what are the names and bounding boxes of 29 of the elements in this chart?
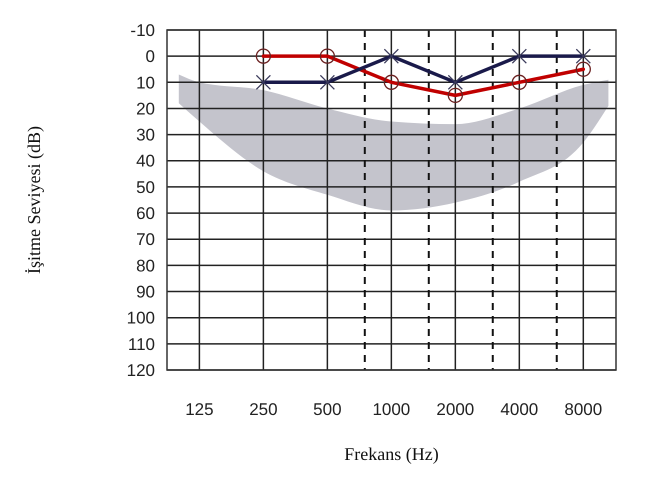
point (512, 48, 527, 64)
y-tick-label: 80 (136, 256, 155, 276)
x-tick-label: 250 (249, 400, 278, 419)
y-tick-label: 120 (126, 360, 155, 380)
y-tick-label: 70 (136, 230, 155, 250)
x-tick-label: 8000 (564, 400, 602, 419)
y-tick-label: 40 (136, 152, 155, 171)
y-tick-label: 0 (146, 47, 155, 66)
x-tick-label: 1000 (372, 400, 410, 419)
point (448, 74, 463, 90)
y-tick-label: 20 (136, 99, 155, 118)
x-tick-label: 2000 (436, 400, 474, 419)
x-axis-title: Frekans (Hz) (344, 444, 439, 464)
y-tick-label: 50 (136, 178, 155, 197)
point (256, 74, 272, 90)
y-tick-label: -10 (130, 20, 155, 40)
y-axis-title: İşitme Seviyesi (dB) (24, 126, 44, 274)
point (320, 74, 336, 90)
y-tick-label: 100 (126, 308, 155, 328)
x-tick-label: 500 (313, 400, 342, 419)
y-tick-label: 10 (136, 73, 155, 92)
x-tick-label: 4000 (500, 400, 538, 419)
y-tick-label: 60 (136, 204, 155, 224)
y-tick-label: 90 (136, 282, 155, 302)
point (384, 48, 400, 64)
y-tick-label: 110 (128, 334, 155, 354)
point (576, 48, 591, 64)
y-tick-label: 30 (136, 126, 155, 145)
x-tick-label: 125 (185, 400, 214, 419)
